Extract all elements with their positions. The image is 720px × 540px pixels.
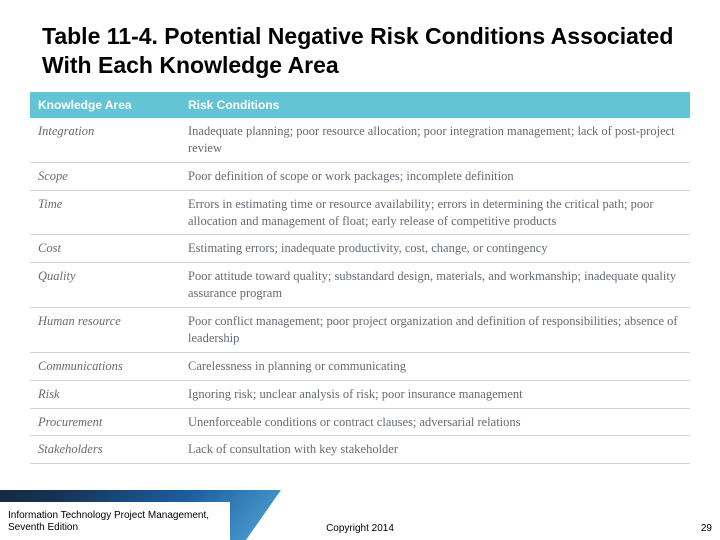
risk-condition-cell: Unenforceable conditions or contract cla… [180,408,690,436]
table-row: CostEstimating errors; inadequate produc… [30,235,690,263]
risk-condition-cell: Lack of consultation with key stakeholde… [180,436,690,464]
knowledge-area-cell: Risk [30,380,180,408]
risk-table-container: Knowledge Area Risk Conditions Integrati… [30,92,690,464]
col-header-risk-conditions: Risk Conditions [180,92,690,118]
col-header-knowledge-area: Knowledge Area [30,92,180,118]
risk-condition-cell: Carelessness in planning or communicatin… [180,352,690,380]
risk-condition-cell: Errors in estimating time or resource av… [180,190,690,235]
knowledge-area-cell: Scope [30,162,180,190]
knowledge-area-cell: Time [30,190,180,235]
knowledge-area-cell: Quality [30,263,180,308]
risk-condition-cell: Ignoring risk; unclear analysis of risk;… [180,380,690,408]
table-row: IntegrationInadequate planning; poor res… [30,118,690,162]
risk-condition-cell: Poor attitude toward quality; substandar… [180,263,690,308]
knowledge-area-cell: Integration [30,118,180,162]
slide: Table 11-4. Potential Negative Risk Cond… [0,0,720,540]
table-body: IntegrationInadequate planning; poor res… [30,118,690,464]
knowledge-area-cell: Procurement [30,408,180,436]
knowledge-area-cell: Communications [30,352,180,380]
slide-title: Table 11-4. Potential Negative Risk Cond… [42,22,690,80]
table-row: TimeErrors in estimating time or resourc… [30,190,690,235]
table-row: StakeholdersLack of consultation with ke… [30,436,690,464]
table-row: ProcurementUnenforceable conditions or c… [30,408,690,436]
risk-condition-cell: Poor conflict management; poor project o… [180,308,690,353]
table-row: Human resourcePoor conflict management; … [30,308,690,353]
knowledge-area-cell: Stakeholders [30,436,180,464]
table-row: QualityPoor attitude toward quality; sub… [30,263,690,308]
knowledge-area-cell: Human resource [30,308,180,353]
table-row: RiskIgnoring risk; unclear analysis of r… [30,380,690,408]
risk-table: Knowledge Area Risk Conditions Integrati… [30,92,690,464]
risk-condition-cell: Estimating errors; inadequate productivi… [180,235,690,263]
table-header-row: Knowledge Area Risk Conditions [30,92,690,118]
risk-condition-cell: Inadequate planning; poor resource alloc… [180,118,690,162]
risk-condition-cell: Poor definition of scope or work package… [180,162,690,190]
page-number: 29 [701,523,712,534]
table-row: ScopePoor definition of scope or work pa… [30,162,690,190]
footer-copyright: Copyright 2014 [0,523,720,534]
knowledge-area-cell: Cost [30,235,180,263]
table-row: CommunicationsCarelessness in planning o… [30,352,690,380]
